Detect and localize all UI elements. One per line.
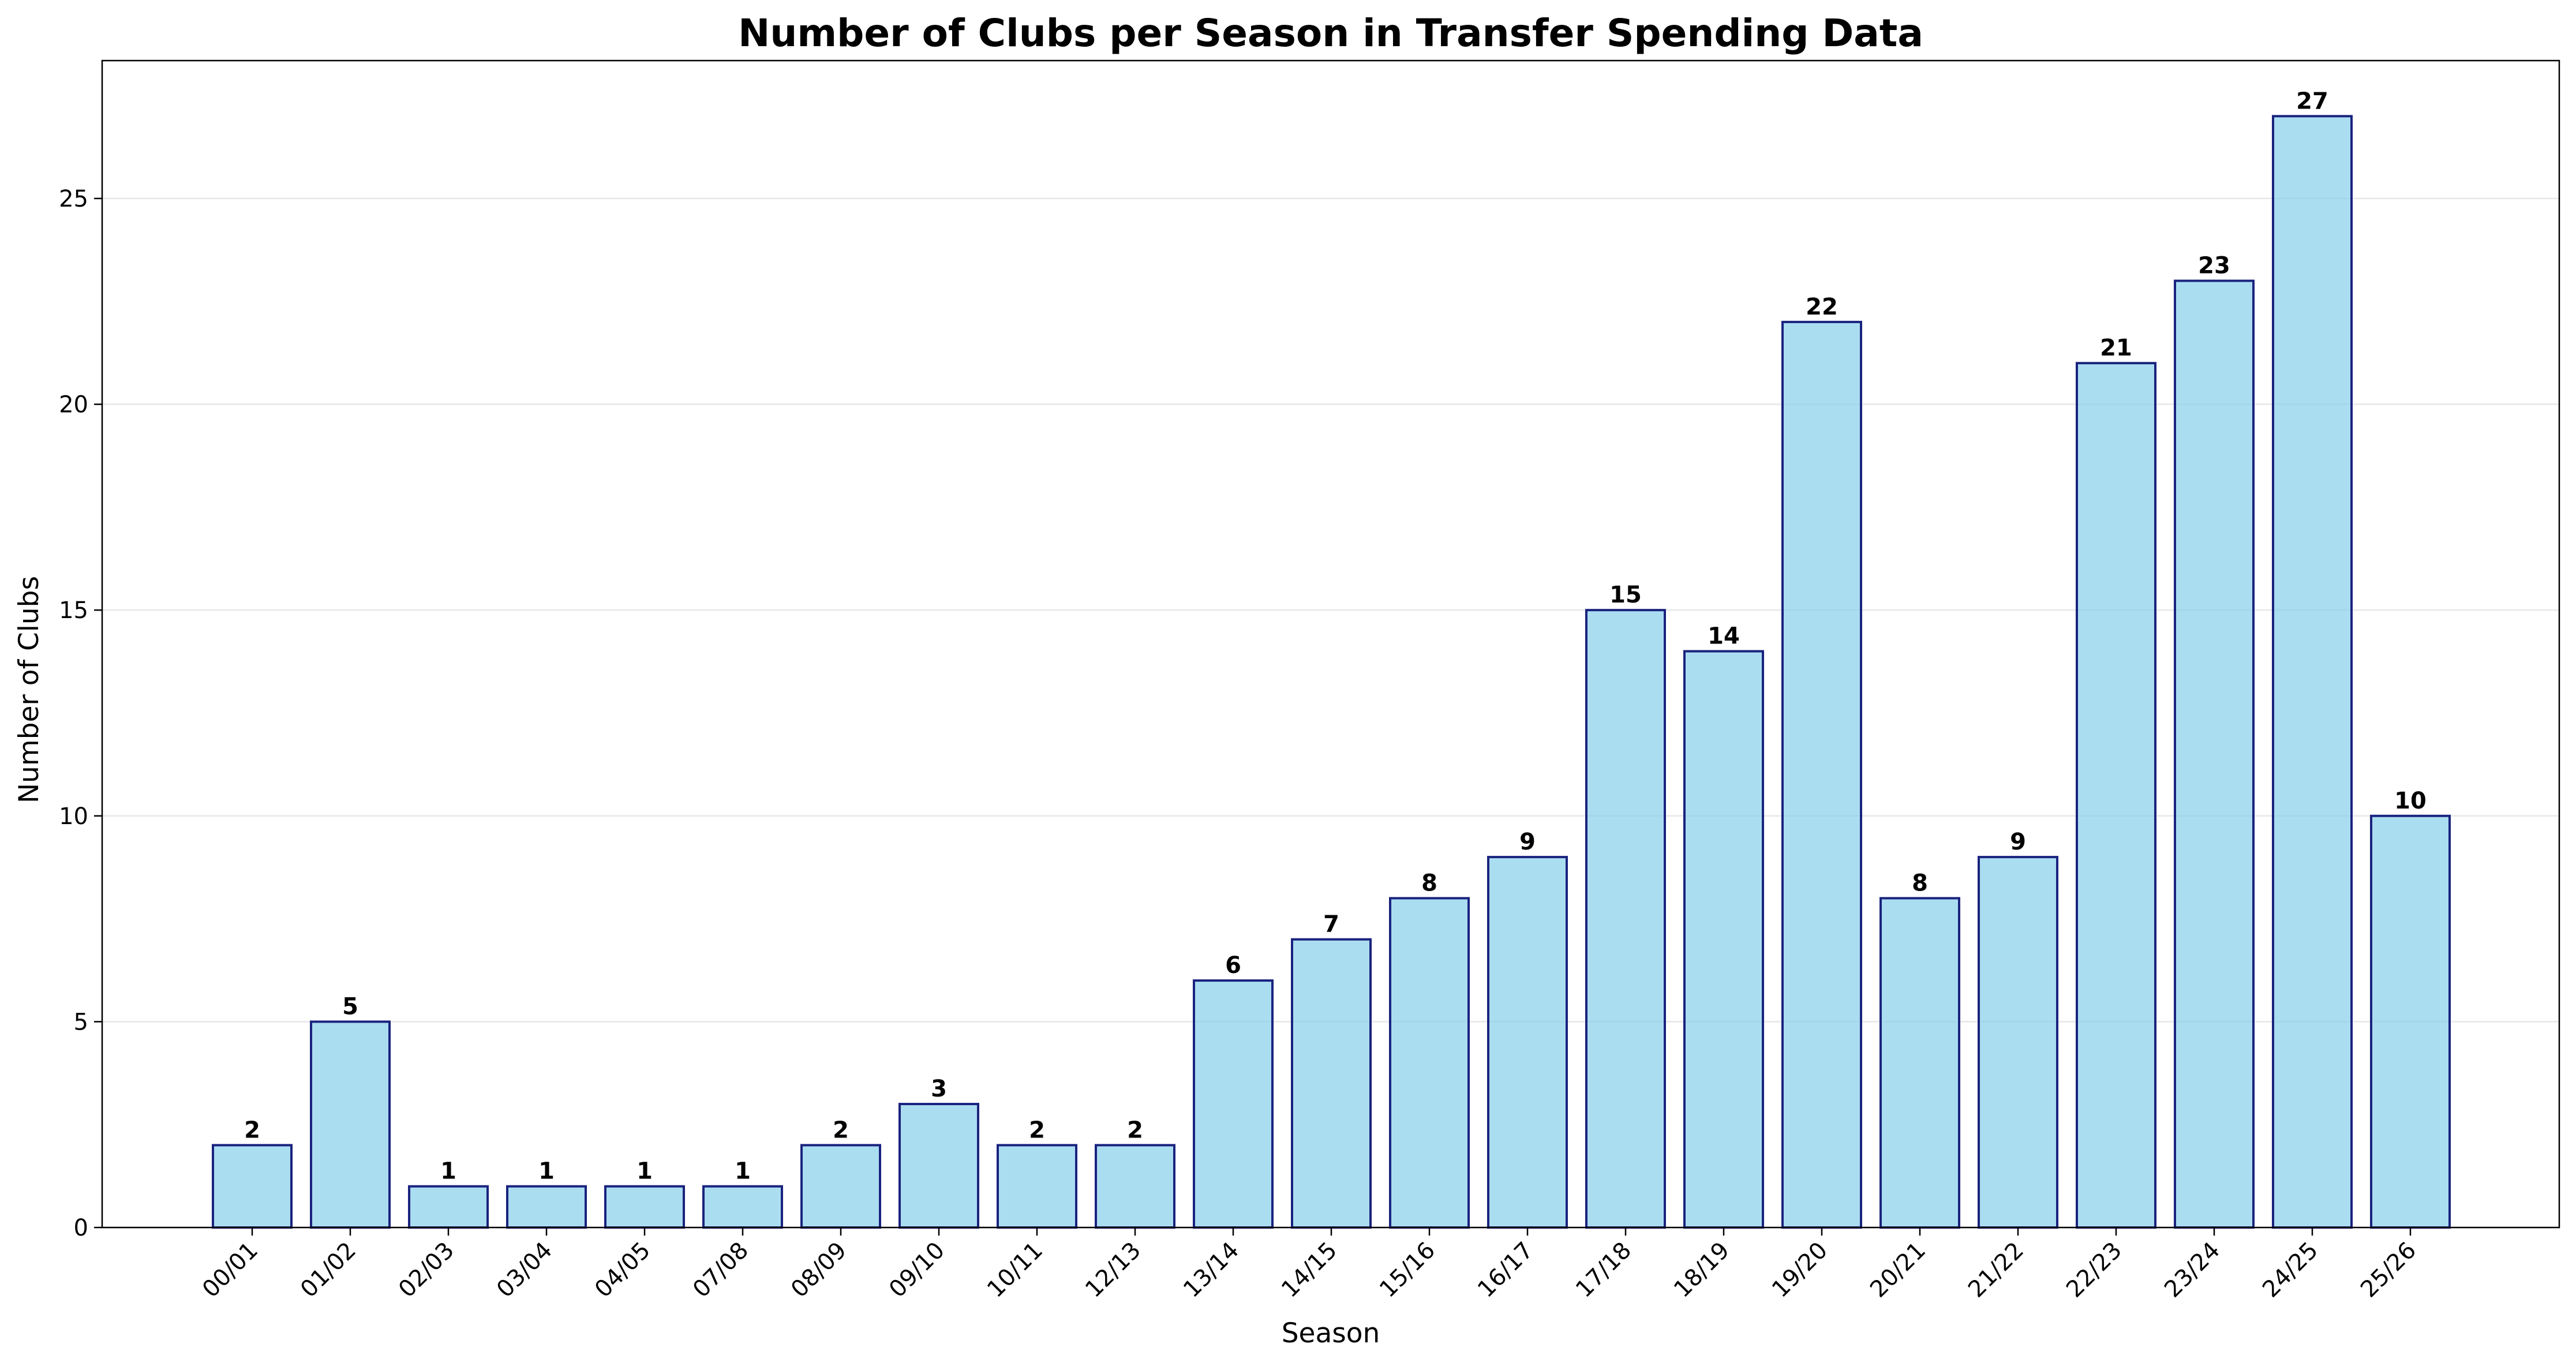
bar-12-13	[1095, 1144, 1175, 1229]
bar-24-25	[2272, 115, 2353, 1229]
bar-25-26	[2370, 814, 2451, 1229]
x-tick-label-13-14: 13/14	[1178, 1237, 1244, 1303]
x-tick-label-19-20: 19/20	[1767, 1237, 1833, 1303]
bar-02-03	[408, 1185, 489, 1229]
data-label-15-16: 8	[1421, 870, 1437, 896]
bar-14-15	[1291, 938, 1372, 1229]
bar-23-24	[2174, 279, 2255, 1229]
x-tick-label-04-05: 04/05	[590, 1237, 656, 1303]
data-label-22-23: 21	[2100, 335, 2132, 361]
bar-22-23	[2076, 362, 2156, 1229]
y-axis-label: Number of Clubs	[13, 576, 45, 803]
bars	[212, 115, 2451, 1229]
x-tick-label-12-13: 12/13	[1080, 1237, 1146, 1303]
data-label-21-22: 9	[2010, 829, 2026, 855]
data-label-16-17: 9	[1519, 829, 1536, 855]
data-label-10-11: 2	[1029, 1117, 1045, 1143]
data-label-13-14: 6	[1225, 952, 1241, 979]
x-tick-label-20-21: 20/21	[1865, 1237, 1931, 1303]
data-label-18-19: 14	[1708, 623, 1740, 649]
y-tick-label-5: 5	[74, 1009, 88, 1035]
x-tick-label-03-04: 03/04	[492, 1237, 557, 1303]
chart-title: Number of Clubs per Season in Transfer S…	[738, 11, 1923, 55]
x-tick-label-02-03: 02/03	[394, 1237, 459, 1303]
y-tick-label-25: 25	[59, 186, 88, 212]
bar-21-22	[1978, 856, 2058, 1229]
bar-00-01	[212, 1144, 293, 1229]
bar-13-14	[1193, 979, 1274, 1229]
x-tick-label-01-02: 01/02	[295, 1237, 361, 1303]
data-label-09-10: 3	[931, 1076, 947, 1102]
x-tick-label-18-19: 18/19	[1669, 1237, 1735, 1303]
data-label-01-02: 5	[342, 993, 358, 1020]
x-tick-label-16-17: 16/17	[1473, 1237, 1538, 1303]
y-tick-label-15: 15	[59, 597, 88, 624]
bar-10-11	[997, 1144, 1077, 1229]
data-label-25-26: 10	[2394, 788, 2427, 814]
data-label-03-04: 1	[538, 1158, 555, 1185]
data-label-02-03: 1	[440, 1158, 456, 1185]
x-tick-label-23-24: 23/24	[2159, 1237, 2225, 1303]
data-label-20-21: 8	[1912, 870, 1928, 896]
data-label-12-13: 2	[1127, 1117, 1143, 1143]
y-tick-label-20: 20	[59, 392, 88, 418]
bar-03-04	[506, 1185, 587, 1229]
x-tick-label-15-16: 15/16	[1375, 1237, 1440, 1303]
y-axis-ticks: 0 5 10 15 20 25	[59, 186, 102, 1241]
bar-08-09	[800, 1144, 881, 1229]
bar-09-10	[898, 1103, 979, 1229]
y-tick-label-10: 10	[59, 803, 88, 830]
bar-01-02	[310, 1020, 391, 1229]
y-tick-label-0: 0	[74, 1215, 88, 1241]
x-axis-label: Season	[1282, 1318, 1380, 1349]
data-label-19-20: 22	[1806, 294, 1838, 320]
bar-04-05	[604, 1185, 685, 1229]
data-label-24-25: 27	[2296, 88, 2328, 114]
data-label-23-24: 23	[2198, 253, 2230, 279]
x-tick-label-22-23: 22/23	[2061, 1237, 2127, 1303]
bar-18-19	[1683, 650, 1764, 1229]
data-label-17-18: 15	[1609, 582, 1642, 608]
bar-20-21	[1879, 897, 1960, 1229]
x-tick-label-07-08: 07/08	[688, 1237, 754, 1303]
data-label-14-15: 7	[1323, 911, 1339, 938]
x-tick-label-00-01: 00/01	[197, 1237, 263, 1303]
x-tick-label-17-18: 17/18	[1571, 1237, 1637, 1303]
x-tick-label-25-26: 25/26	[2356, 1237, 2421, 1303]
x-tick-label-24-25: 24/25	[2257, 1237, 2323, 1303]
x-tick-label-08-09: 08/09	[786, 1237, 852, 1303]
data-label-08-09: 2	[833, 1117, 849, 1143]
bar-07-08	[702, 1185, 783, 1229]
x-tick-label-09-10: 09/10	[884, 1237, 950, 1303]
data-label-07-08: 1	[735, 1158, 751, 1185]
bar-17-18	[1585, 609, 1666, 1229]
bar-16-17	[1487, 856, 1568, 1229]
bar-19-20	[1781, 320, 1862, 1229]
x-tick-label-21-22: 21/22	[1963, 1237, 2029, 1303]
data-label-00-01: 2	[244, 1117, 260, 1143]
data-label-04-05: 1	[636, 1158, 653, 1185]
x-tick-label-10-11: 10/11	[982, 1237, 1048, 1303]
bar-15-16	[1389, 897, 1470, 1229]
x-axis-ticks: 00/01 01/02 02/03 03/04 04/05 07/08 08/09 09/10…	[197, 1227, 2421, 1303]
x-tick-label-14-15: 14/15	[1276, 1237, 1342, 1303]
